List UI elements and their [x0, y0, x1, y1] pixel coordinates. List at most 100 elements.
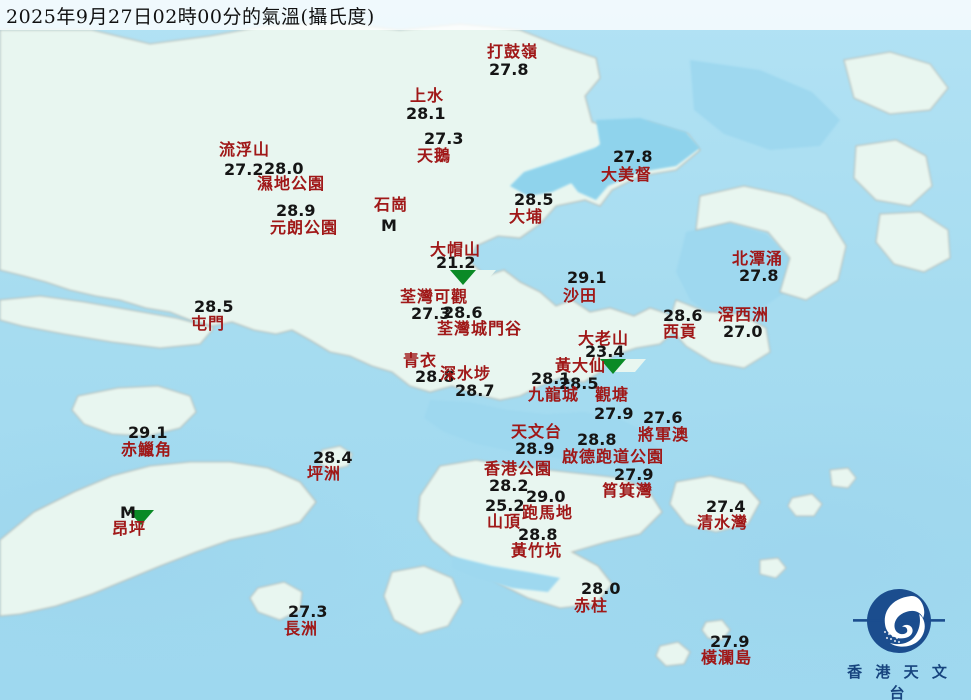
station-name: 筲箕灣: [602, 481, 654, 500]
station-name: 赤鱲角: [121, 440, 173, 459]
land-peng-chau: [317, 445, 353, 471]
station-name: 昂坪: [112, 519, 147, 538]
station-name: 荃灣可觀: [400, 287, 469, 306]
station-value: 27.3: [424, 129, 464, 148]
station-name: 上水: [410, 86, 445, 105]
land-tuen-mun-coast: [0, 295, 215, 349]
station-value: 28.0: [581, 579, 621, 598]
station-value: 27.9: [710, 632, 750, 651]
station-value: 27.3: [288, 602, 328, 621]
station-name: 長洲: [284, 619, 319, 638]
station-value: 27.8: [739, 266, 779, 285]
station-value: 28.6: [443, 303, 483, 322]
station-value: 28.8: [415, 367, 455, 386]
station-value: 28.4: [313, 448, 353, 467]
station-name: 沙田: [563, 286, 598, 305]
station-name: 啟德跑道公園: [562, 447, 665, 466]
land-lantau-island: [0, 461, 317, 617]
station-name: 北潭涌: [732, 249, 784, 268]
station-value: 28.8: [577, 430, 617, 449]
station-value: 28.1: [531, 369, 571, 388]
station-name: 九龍城: [528, 385, 580, 404]
station-name: 跑馬地: [522, 503, 574, 522]
land-waglan: [701, 619, 731, 641]
title-bar: [0, 0, 971, 30]
station-value: 28.1: [406, 104, 446, 123]
station-name: 天鵝: [417, 146, 452, 165]
station-name: 大美督: [601, 165, 653, 184]
land-lamma-island: [383, 565, 463, 635]
station-value: 29.1: [128, 423, 168, 442]
station-value: 28.6: [663, 306, 703, 325]
station-value: M: [381, 216, 397, 235]
station-name: 深水埗: [440, 364, 492, 383]
station-name: 將軍澳: [638, 425, 690, 444]
station-name: 黃大仙: [555, 356, 607, 375]
station-name: 西貢: [663, 322, 698, 341]
station-value: 29.0: [526, 487, 566, 506]
land-islet-3: [759, 557, 787, 579]
land-cheung-chau: [249, 581, 303, 621]
station-name: 打鼓嶺: [487, 42, 539, 61]
station-name: 赤柱: [574, 596, 609, 615]
land-clearwater-bay-pen: [669, 475, 761, 533]
water-plover-cove: [690, 60, 840, 150]
observatory-emblem-icon: [853, 588, 945, 660]
hko-logo: 香 港 天 文 台 HONG KONG OBSERVATORY: [836, 588, 962, 700]
land-ne-island-3: [843, 51, 949, 115]
station-name: 流浮山: [219, 140, 271, 159]
land-ne-island-2: [875, 211, 951, 273]
station-value: 28.8: [518, 525, 558, 544]
water-aberdeen-channel: [452, 556, 560, 592]
land-islet-1: [787, 493, 823, 517]
station-value: 28.9: [515, 439, 555, 458]
land-ne-island-1: [853, 139, 933, 207]
station-value: 21.2: [436, 253, 476, 272]
station-value: 28.5: [514, 190, 554, 209]
water-sai-kung: [676, 222, 790, 318]
station-name: 天文台: [511, 422, 563, 441]
station-value: M: [120, 503, 136, 522]
land-new-territories: [0, 21, 701, 401]
station-value: 25.2: [485, 496, 525, 515]
station-value: 27.8: [613, 147, 653, 166]
station-value: 28.7: [455, 381, 495, 400]
water-victoria-harbour: [424, 400, 660, 466]
land-chek-lap-kok: [71, 385, 197, 437]
station-value: 28.5: [559, 374, 599, 393]
station-name: 滘西洲: [718, 305, 770, 324]
station-name: 大帽山: [430, 240, 482, 259]
station-value: 27.9: [614, 465, 654, 484]
water-tolo-harbour: [566, 118, 700, 200]
station-name: 屯門: [191, 314, 226, 333]
station-triangle-icon: [450, 270, 496, 285]
station-value: 27.2: [224, 160, 264, 179]
station-value: 27.4: [706, 497, 746, 516]
station-name: 坪洲: [307, 464, 342, 483]
station-triangle-icon: [128, 510, 174, 525]
station-value: 27.8: [489, 60, 529, 79]
station-value: 27.6: [643, 408, 683, 427]
hko-name-chinese: 香 港 天 文 台: [847, 663, 951, 700]
station-name: 橫瀾島: [701, 648, 753, 667]
station-name: 荃灣城門谷: [437, 319, 523, 338]
land-islet-2: [829, 467, 857, 489]
page-title: 2025年9月27日02時00分的氣溫(攝氏度): [6, 6, 375, 28]
station-value: 27.3: [411, 304, 451, 323]
land-sai-kung-south: [667, 299, 771, 369]
station-value: 27.0: [723, 322, 763, 341]
station-value: 27.9: [594, 404, 634, 423]
station-name: 大埔: [509, 207, 544, 226]
station-value: 28.9: [276, 201, 316, 220]
station-name: 濕地公園: [257, 174, 326, 193]
station-name: 山頂: [487, 512, 522, 531]
station-name: 元朗公園: [270, 218, 339, 237]
station-value: 28.5: [194, 297, 234, 316]
land-sai-kung-east: [695, 185, 847, 301]
station-name: 觀塘: [595, 385, 630, 404]
station-name: 香港公園: [484, 459, 553, 478]
station-value: 23.4: [585, 342, 625, 361]
station-value: 28.2: [489, 476, 529, 495]
